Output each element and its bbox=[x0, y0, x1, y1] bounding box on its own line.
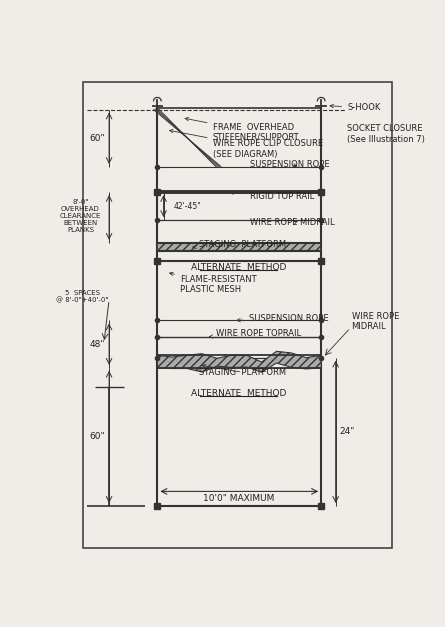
Text: SOCKET CLOSURE
(See Illustration 7): SOCKET CLOSURE (See Illustration 7) bbox=[347, 124, 425, 144]
Text: WIRE ROPE MIDRAIL: WIRE ROPE MIDRAIL bbox=[251, 218, 335, 228]
Text: FRAME  OVERHEAD
STIFFENER/SUPPORT: FRAME OVERHEAD STIFFENER/SUPPORT bbox=[185, 117, 299, 142]
Text: 60": 60" bbox=[89, 134, 105, 143]
Text: STAGING  PLATFORM: STAGING PLATFORM bbox=[193, 240, 286, 249]
Text: WIRE ROPE
MIDRAIL: WIRE ROPE MIDRAIL bbox=[352, 312, 399, 331]
Text: SUSPENSION ROPE: SUSPENSION ROPE bbox=[251, 160, 330, 169]
Text: 8'-0"
OVERHEAD
CLEARANCE
BETWEEN
PLANKS: 8'-0" OVERHEAD CLEARANCE BETWEEN PLANKS bbox=[60, 199, 101, 233]
Text: RIGID TOP RAIL: RIGID TOP RAIL bbox=[230, 191, 315, 201]
Polygon shape bbox=[158, 351, 321, 372]
Text: 48": 48" bbox=[89, 340, 105, 349]
Text: WIRE ROPE CLIP CLOSURE
(SEE DIAGRAM): WIRE ROPE CLIP CLOSURE (SEE DIAGRAM) bbox=[170, 129, 323, 159]
Text: 10'0" MAXIMUM: 10'0" MAXIMUM bbox=[203, 493, 274, 503]
Text: S-HOOK: S-HOOK bbox=[330, 103, 380, 112]
Text: 42'-45": 42'-45" bbox=[174, 201, 202, 211]
Text: 24": 24" bbox=[340, 427, 355, 436]
Text: WIRE ROPE TOPRAIL: WIRE ROPE TOPRAIL bbox=[209, 329, 301, 338]
Bar bbox=[83, 83, 392, 549]
Text: ALTERNATE  METHOD: ALTERNATE METHOD bbox=[191, 389, 286, 398]
Bar bbox=[158, 243, 321, 251]
Text: SUSPENSION ROPE: SUSPENSION ROPE bbox=[237, 314, 328, 322]
Text: STAGING  PLATFORM: STAGING PLATFORM bbox=[199, 364, 286, 377]
Text: 5  SPACES
@ 8'-0"+40'-0": 5 SPACES @ 8'-0"+40'-0" bbox=[56, 290, 109, 303]
Text: ALTERNATE  METHOD: ALTERNATE METHOD bbox=[191, 263, 286, 272]
Text: 60": 60" bbox=[89, 433, 105, 441]
Text: FLAME-RESISTANT
PLASTIC MESH: FLAME-RESISTANT PLASTIC MESH bbox=[170, 272, 256, 295]
